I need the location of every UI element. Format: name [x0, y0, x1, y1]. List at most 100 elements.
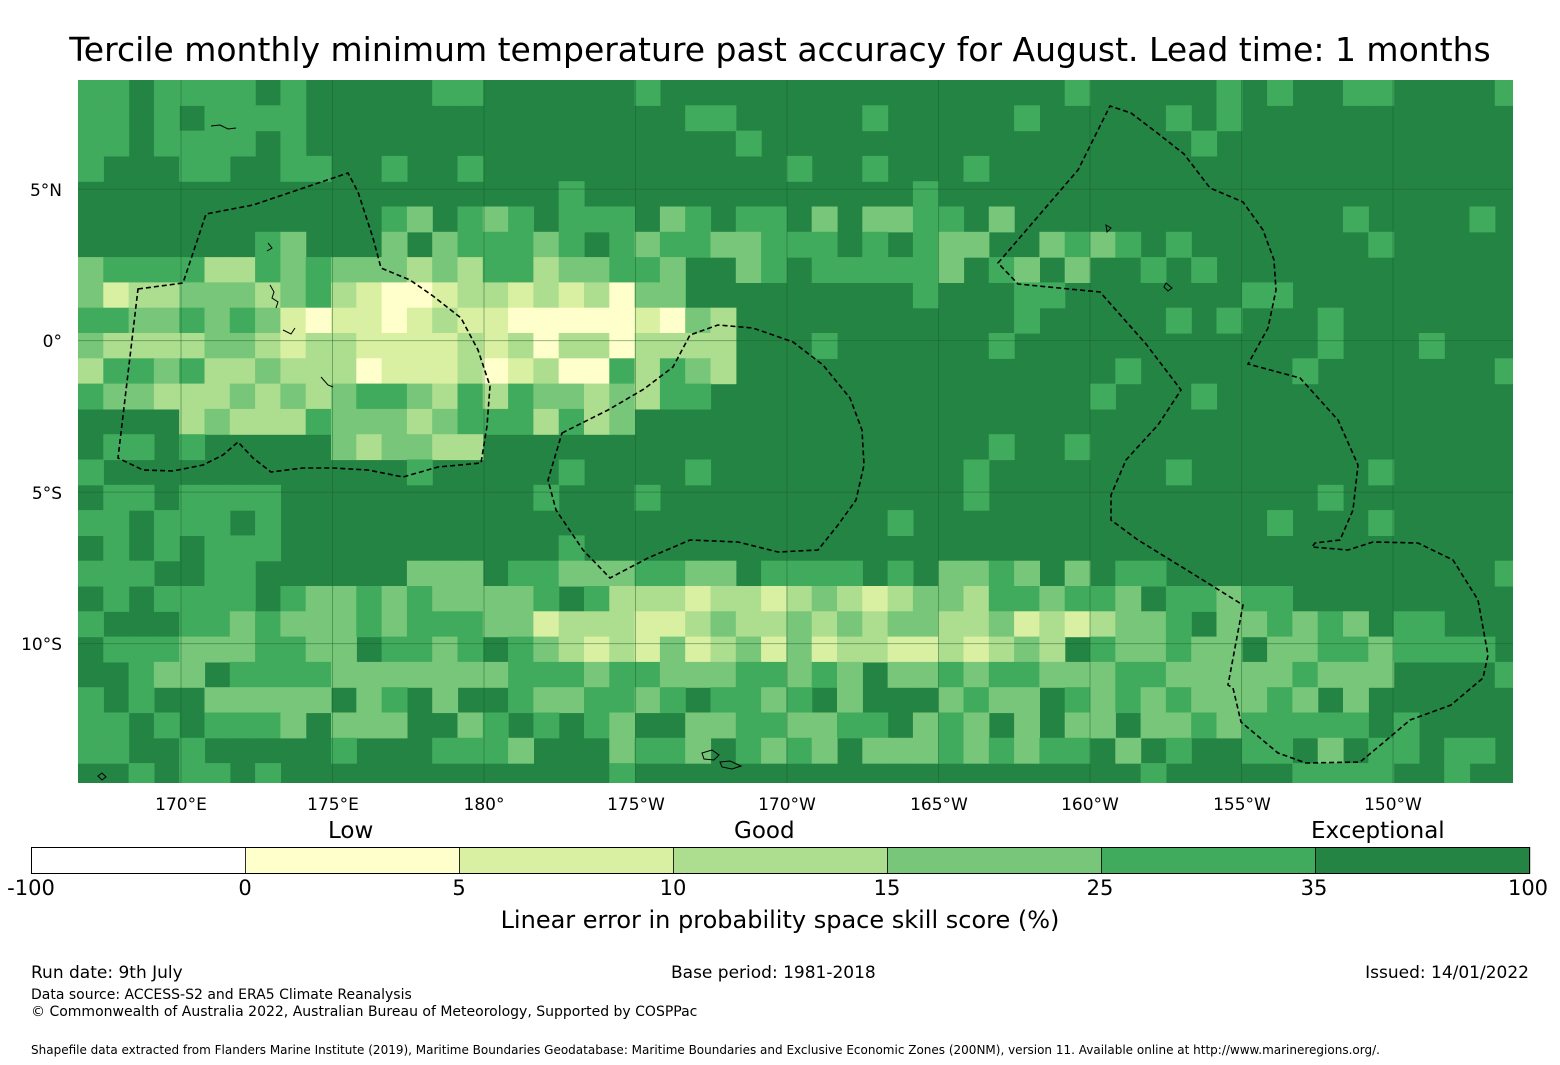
skill-cell — [862, 206, 889, 233]
coastline-banaba — [266, 242, 273, 252]
skill-cell — [533, 611, 560, 638]
skill-cell — [153, 586, 180, 612]
colorbar-tick-0: 0 — [238, 876, 252, 900]
skill-cell — [938, 611, 965, 638]
skill-cell — [78, 687, 104, 714]
colorbar-swatch — [459, 847, 675, 874]
skill-cell — [938, 586, 965, 612]
skill-cell — [356, 282, 383, 309]
skill-cell — [179, 383, 206, 410]
lon-label-165w: 165°W — [910, 795, 968, 815]
skill-cell — [229, 130, 256, 157]
skill-cell — [179, 80, 206, 106]
skill-cell — [1267, 661, 1293, 688]
skill-cell — [482, 358, 509, 385]
skill-cell — [280, 712, 307, 739]
skill-cell — [558, 282, 585, 309]
skill-cell — [482, 586, 509, 612]
skill-cell — [912, 586, 939, 612]
skill-cell — [533, 687, 560, 714]
skill-cell — [659, 333, 686, 359]
skill-cell — [1165, 737, 1192, 764]
lon-label-155w: 155°W — [1213, 795, 1271, 815]
skill-cell — [533, 333, 560, 359]
skill-cell — [862, 155, 889, 182]
skill-cell — [229, 383, 256, 410]
skill-cell — [659, 586, 686, 612]
skill-cell — [128, 434, 155, 461]
skill-cell — [1343, 206, 1369, 233]
skill-cell — [381, 611, 408, 638]
skill-cell — [1014, 687, 1040, 714]
skill-cell — [938, 636, 965, 663]
skill-cell — [1165, 459, 1192, 486]
skill-cell — [1241, 687, 1268, 714]
skill-cell — [811, 333, 838, 359]
skill-cell — [457, 155, 484, 182]
skill-cell — [786, 661, 813, 688]
skill-cell — [204, 560, 231, 587]
skill-cell — [204, 712, 231, 739]
skill-cell — [761, 661, 787, 688]
lon-label-175w: 175°W — [607, 795, 665, 815]
skill-cell — [1064, 560, 1091, 587]
skill-cell — [634, 560, 661, 587]
skill-cell — [1064, 257, 1091, 283]
skill-cell — [938, 206, 965, 233]
skill-cell — [1064, 434, 1091, 461]
skill-cell — [659, 358, 686, 385]
skill-cell — [153, 80, 180, 106]
skill-cell — [1140, 257, 1167, 283]
skill-cell — [229, 80, 256, 106]
skill-cell — [381, 383, 408, 410]
skill-cell — [1343, 712, 1369, 739]
skill-cell — [356, 358, 383, 385]
skill-cell — [255, 687, 281, 714]
skill-cell — [634, 383, 661, 410]
skill-cell — [128, 383, 155, 410]
colorbar-tick-15: 15 — [873, 876, 901, 900]
skill-cell — [1115, 687, 1142, 714]
skill-cell — [508, 687, 534, 714]
coastline-tabiteuea — [320, 376, 334, 388]
skill-cell — [1216, 611, 1243, 638]
skill-cell — [634, 636, 661, 663]
skill-cell — [406, 586, 433, 612]
skill-cell — [1115, 560, 1142, 587]
lat-label-5s: 5°S — [31, 484, 62, 504]
skill-cell — [255, 231, 281, 258]
skill-cell — [1039, 231, 1066, 258]
skill-cell — [153, 535, 180, 562]
skill-cell — [381, 408, 408, 435]
skill-cell — [1216, 307, 1243, 334]
skill-cell — [153, 257, 180, 283]
skill-cell — [457, 586, 484, 612]
skill-cell — [1165, 307, 1192, 334]
skill-cell — [558, 535, 585, 562]
skill-cell — [1165, 231, 1192, 258]
skill-cell — [735, 586, 762, 612]
skill-cell — [837, 611, 863, 638]
skill-cell — [1090, 231, 1116, 258]
skill-cell — [508, 611, 534, 638]
skill-cell — [533, 484, 560, 511]
legend-category-exceptional: Exceptional — [1311, 818, 1445, 844]
skill-cell — [1216, 105, 1243, 132]
skill-cell — [659, 383, 686, 410]
skill-cell — [356, 408, 383, 435]
skill-cell — [128, 763, 155, 783]
skill-cell — [938, 687, 965, 714]
skill-cell — [1191, 687, 1218, 714]
skill-score-map[interactable] — [78, 80, 1513, 783]
skill-cell — [887, 661, 914, 688]
skill-cell — [1090, 712, 1116, 739]
skill-cell — [887, 586, 914, 612]
skill-cell — [78, 257, 104, 283]
skill-cell — [406, 636, 433, 663]
skill-cell — [255, 307, 281, 334]
skill-cell — [837, 687, 863, 714]
coastline-nikunau — [1105, 224, 1112, 234]
skill-cell — [584, 383, 610, 410]
skill-cell — [356, 661, 383, 688]
skill-cell — [912, 257, 939, 283]
